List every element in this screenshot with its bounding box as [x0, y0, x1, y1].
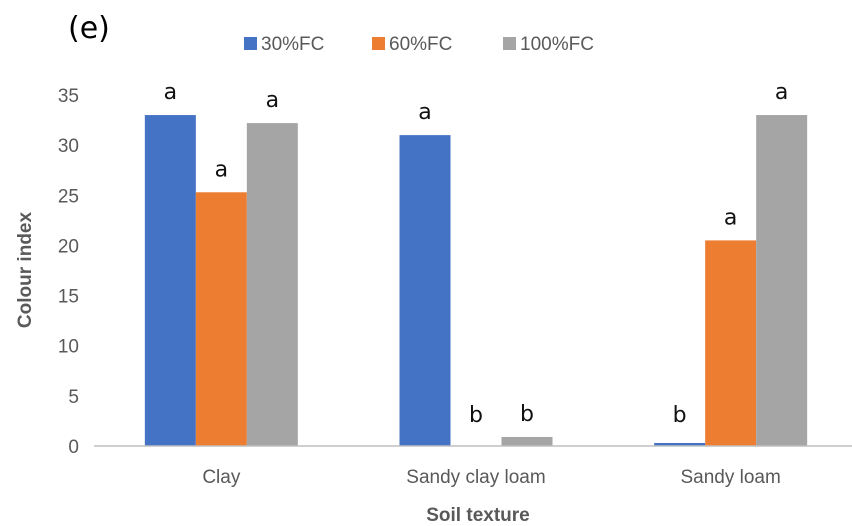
- y-tick-label: 20: [58, 236, 79, 257]
- bar-100pctfc-sandy-clay-loam: [501, 436, 553, 446]
- y-tick-label: 25: [58, 186, 79, 207]
- significance-letters: a a b a b a a b a: [164, 80, 789, 428]
- bar-100pctfc-clay: [246, 123, 298, 446]
- x-tick-label: Sandy clay loam: [406, 467, 545, 488]
- legend-swatch: [244, 37, 257, 50]
- y-tick-label: 0: [68, 437, 79, 458]
- y-axis-title: Colour index: [15, 212, 36, 329]
- bar-30pctfc-sandy-clay-loam: [399, 135, 451, 446]
- significance-letter: b: [469, 403, 483, 428]
- significance-letter: a: [266, 88, 279, 113]
- x-tick-label: Sandy loam: [680, 467, 780, 488]
- bar-30pctfc-sandy-loam: [654, 442, 706, 446]
- legend-label: 30%FC: [261, 34, 324, 55]
- significance-letter: b: [673, 403, 687, 428]
- y-axis: 0 5 10 15 20 25 30 35: [58, 86, 79, 458]
- significance-letter: b: [520, 402, 534, 427]
- x-axis-title: Soil texture: [426, 505, 529, 526]
- significance-letter: a: [775, 80, 788, 105]
- legend-label: 60%FC: [389, 34, 452, 55]
- bar-30pctfc-clay: [144, 115, 196, 447]
- legend-label: 100%FC: [520, 34, 594, 55]
- bar-60pctfc-clay: [195, 192, 247, 446]
- legend-swatch: [372, 37, 385, 50]
- y-tick-label: 35: [58, 86, 79, 107]
- y-tick-label: 15: [58, 287, 79, 308]
- bar-60pctfc-sandy-loam: [705, 240, 757, 446]
- significance-letter: a: [215, 157, 228, 182]
- legend: 30%FC 60%FC 100%FC: [244, 34, 594, 55]
- significance-letter: a: [164, 80, 177, 105]
- significance-letter: a: [418, 100, 431, 125]
- bars: [144, 115, 808, 447]
- bar-100pctfc-sandy-loam: [756, 115, 808, 447]
- x-axis: Clay Sandy clay loam Sandy loam: [202, 467, 781, 488]
- y-tick-label: 5: [68, 387, 79, 408]
- significance-letter: a: [724, 205, 737, 230]
- x-tick-label: Clay: [202, 467, 241, 488]
- y-tick-label: 10: [58, 337, 79, 358]
- y-tick-label: 30: [58, 136, 79, 157]
- panel-label: (e): [68, 11, 110, 46]
- legend-swatch: [503, 37, 516, 50]
